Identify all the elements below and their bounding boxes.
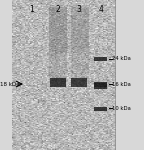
Text: 24 kDa: 24 kDa — [112, 56, 131, 61]
Text: 18 kDa: 18 kDa — [0, 81, 20, 87]
Text: 2: 2 — [55, 4, 60, 14]
Bar — [12, 0, 115, 150]
Text: 3: 3 — [77, 4, 82, 14]
Text: 10 kDa: 10 kDa — [112, 106, 131, 111]
Text: 16 kDa: 16 kDa — [112, 82, 131, 87]
Text: 4: 4 — [98, 4, 103, 14]
Text: 1: 1 — [29, 4, 34, 14]
